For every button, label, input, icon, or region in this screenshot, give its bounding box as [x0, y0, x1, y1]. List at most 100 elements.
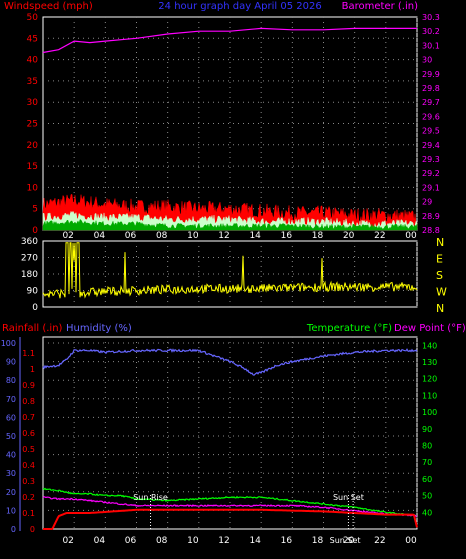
x-tick-label: 06 [125, 536, 137, 546]
compass-label: S [436, 269, 443, 282]
barometer-tick-label: 28.9 [422, 212, 440, 221]
x-tick-label: 06 [125, 231, 137, 241]
humidity-tick-label: 90 [6, 358, 16, 367]
humidity-tick-label: 100 [1, 339, 16, 348]
rainfall-tick-label: 0.7 [22, 413, 35, 422]
panel-1-series [42, 27, 418, 231]
humidity-tick-label: 20 [6, 488, 16, 497]
humidity-tick-label: 50 [6, 432, 16, 441]
barometer-tick-label: 29.8 [422, 84, 440, 93]
x-tick-label: 22 [374, 231, 385, 241]
rainfall-ticks: 0 0.1 0.2 0.3 0.4 0.5 0.6 0.7 0.8 0.9 1 1.1 [22, 349, 35, 534]
windspeed-tick-label: 0 [32, 226, 38, 236]
x-tick-label: 12 [218, 231, 229, 241]
panel-2-series [42, 242, 418, 299]
direction-tick-label: 0 [32, 303, 38, 313]
humidity-tick-label: 60 [6, 413, 16, 422]
sun-event-label: Sun Set [330, 536, 361, 545]
temperature-ticks: 40 50 60 70 80 90 100 110 120 130 140 [422, 341, 437, 517]
temperature-axis-label: Temperature (°F) [306, 323, 392, 334]
barometer-tick-label: 29.7 [422, 98, 440, 107]
x-tick-label: 00 [405, 536, 417, 546]
x-tick-label: 20 [343, 536, 355, 546]
barometer-tick-label: 29.3 [422, 155, 440, 164]
barometer-axis-label: Barometer (.in) [342, 1, 418, 12]
rainfall-tick-label: 1 [30, 365, 35, 374]
wind-low-series [42, 219, 418, 231]
humidity-series [42, 348, 418, 376]
x-tick-label: 12 [218, 536, 229, 546]
humidity-axis-label: Humidity (%) [66, 323, 132, 334]
humidity-tick-label: 30 [6, 469, 16, 478]
x-tick-label: 04 [94, 231, 106, 241]
x-tick-label: 10 [187, 231, 199, 241]
wind-direction-series [42, 242, 418, 299]
panel-3-series [42, 348, 418, 530]
temperature-tick-label: 70 [422, 458, 432, 467]
x-tick-label: 10 [187, 536, 199, 546]
temperature-tick-label: 120 [422, 375, 437, 384]
rainfall-tick-label: 0.5 [22, 445, 35, 454]
windspeed-tick-label: 45 [27, 34, 38, 44]
windspeed-tick-label: 40 [27, 56, 39, 66]
rainfall-tick-label: 0.4 [22, 461, 35, 470]
rainfall-tick-label: 0.3 [22, 477, 35, 486]
temperature-tick-label: 100 [422, 408, 437, 417]
temperature-series [42, 487, 418, 517]
x-tick-label: 14 [249, 231, 261, 241]
barometer-tick-label: 29 [422, 198, 432, 207]
rainfall-tick-label: 0.1 [22, 509, 35, 518]
x-tick-label: 02 [62, 231, 73, 241]
windspeed-tick-label: 5 [32, 205, 38, 215]
x-tick-label: 08 [156, 231, 168, 241]
compass-label: E [436, 253, 443, 266]
windspeed-tick-label: 35 [27, 77, 38, 87]
panel-1-x-ticks: 02 04 06 08 10 12 14 16 18 20 22 00 [62, 231, 417, 241]
rainfall-series [43, 508, 418, 530]
temperature-tick-label: 60 [422, 475, 432, 484]
barometer-tick-label: 30.2 [422, 27, 440, 36]
direction-tick-label: 90 [27, 287, 39, 297]
x-tick-label: 18 [312, 231, 324, 241]
barometer-tick-label: 28.8 [422, 226, 440, 235]
barometer-tick-label: 30.3 [422, 13, 440, 22]
x-tick-label: 08 [156, 536, 168, 546]
compass-label: N [436, 302, 444, 315]
x-tick-label: 02 [62, 536, 73, 546]
rainfall-tick-label: 0.2 [22, 493, 35, 502]
panel-3-annotations: Sun Rise Sun Set Sun Set [133, 493, 364, 545]
x-tick-label: 20 [343, 231, 355, 241]
compass-label: N [436, 236, 444, 249]
panel-3-x-ticks: 02 04 06 08 10 12 14 16 18 20 22 00 [62, 536, 417, 546]
rainfall-axis-label: Rainfall (.in) [2, 323, 63, 334]
direction-tick-label: 360 [21, 237, 38, 247]
windspeed-tick-label: 10 [27, 183, 39, 193]
humidity-tick-label: 40 [6, 451, 16, 460]
barometer-tick-label: 29.5 [422, 127, 440, 136]
barometer-tick-label: 29.4 [422, 141, 440, 150]
barometer-tick-label: 30.1 [422, 41, 440, 50]
barometer-tick-label: 29.1 [422, 183, 440, 192]
temperature-tick-label: 90 [422, 425, 432, 434]
compass-label: W [436, 286, 447, 299]
humidity-tick-label: 70 [6, 395, 16, 404]
x-tick-label: 16 [281, 231, 293, 241]
dewpoint-axis-label: Dew Point (°F) [394, 323, 466, 334]
rainfall-tick-label: 1.1 [22, 349, 35, 358]
temperature-tick-label: 140 [422, 341, 437, 350]
humidity-ticks: 0 10 20 30 40 50 60 70 80 90 100 [1, 339, 16, 534]
rainfall-tick-label: 0 [30, 525, 35, 534]
chart-title: 24 hour graph day April 05 2026 [158, 1, 321, 12]
barometer-tick-label: 29.9 [422, 70, 440, 79]
dewpoint-series [42, 496, 418, 517]
windspeed-ticks: 0 5 10 15 20 25 30 35 40 45 50 [27, 13, 39, 236]
direction-tick-label: 270 [21, 254, 38, 264]
barometer-ticks: 28.8 28.9 29 29.1 29.2 29.3 29.4 29.5 29.6 29.7 29… [422, 13, 440, 235]
temperature-tick-label: 50 [422, 492, 432, 501]
windspeed-tick-label: 20 [27, 141, 39, 151]
temperature-tick-label: 80 [422, 442, 432, 451]
